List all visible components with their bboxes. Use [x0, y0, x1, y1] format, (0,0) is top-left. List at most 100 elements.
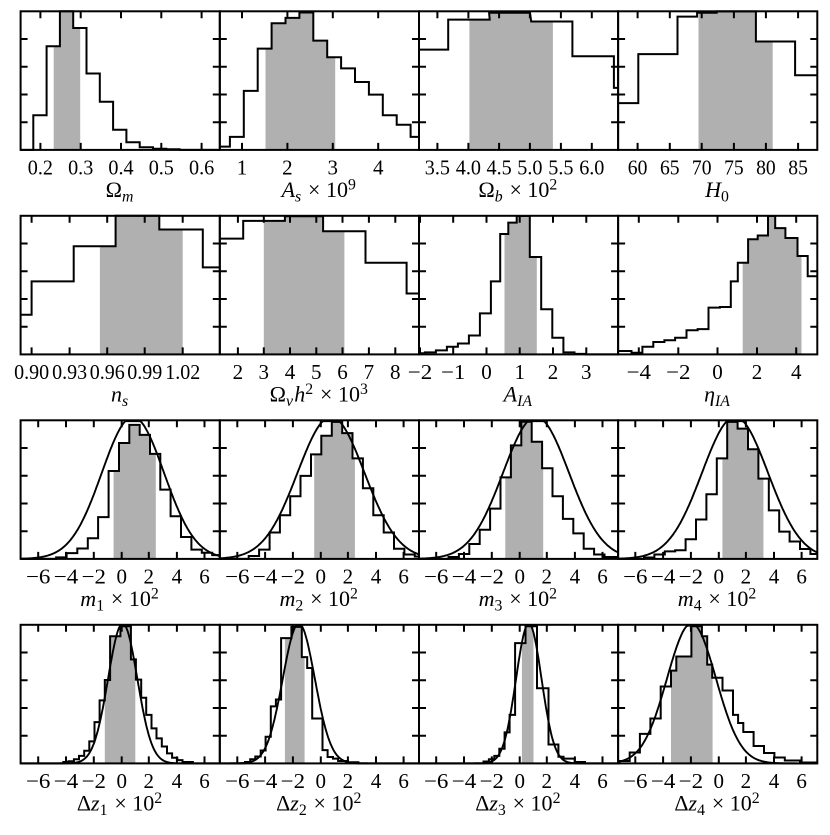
- svg-text:4: 4: [769, 769, 780, 793]
- svg-text:6: 6: [337, 360, 348, 384]
- svg-text:4: 4: [371, 565, 382, 589]
- svg-text:H0: H0: [704, 177, 730, 206]
- svg-text:1: 1: [514, 360, 525, 384]
- svg-text:3: 3: [328, 156, 339, 180]
- svg-text:−6: −6: [623, 565, 647, 589]
- svg-text:−4: −4: [452, 565, 477, 589]
- svg-text:4.0: 4.0: [456, 156, 481, 180]
- svg-text:−2: −2: [281, 769, 305, 793]
- svg-text:2: 2: [282, 156, 293, 180]
- svg-text:0.90: 0.90: [14, 360, 49, 384]
- svg-text:−6: −6: [623, 769, 647, 793]
- svg-text:−4: −4: [54, 769, 79, 793]
- svg-text:70: 70: [692, 156, 712, 180]
- svg-text:4: 4: [285, 360, 296, 384]
- svg-text:Ων h2 × 103: Ων h2 × 103: [270, 381, 370, 410]
- svg-text:−2: −2: [679, 565, 703, 589]
- svg-text:m2 × 102: m2 × 102: [280, 585, 360, 614]
- svg-text:4: 4: [791, 360, 802, 384]
- svg-text:0: 0: [116, 565, 127, 589]
- svg-text:6: 6: [398, 565, 409, 589]
- svg-text:4: 4: [172, 565, 183, 589]
- svg-text:−2: −2: [679, 769, 703, 793]
- svg-text:6: 6: [398, 769, 409, 793]
- svg-text:2: 2: [741, 769, 752, 793]
- svg-text:0.93: 0.93: [52, 360, 87, 384]
- svg-text:0: 0: [514, 565, 525, 589]
- svg-text:2: 2: [343, 565, 354, 589]
- svg-text:−4: −4: [651, 769, 676, 793]
- svg-text:−6: −6: [424, 565, 448, 589]
- svg-text:6: 6: [796, 769, 807, 793]
- svg-text:6: 6: [796, 565, 807, 589]
- svg-text:Δz2 × 102: Δz2 × 102: [276, 790, 363, 819]
- svg-text:5: 5: [311, 360, 322, 384]
- svg-text:2: 2: [741, 565, 752, 589]
- svg-text:4: 4: [769, 565, 780, 589]
- svg-text:6.0: 6.0: [579, 156, 604, 180]
- svg-text:−2: −2: [480, 769, 504, 793]
- svg-text:2: 2: [542, 769, 553, 793]
- svg-text:85: 85: [788, 156, 808, 180]
- svg-text:m4 × 102: m4 × 102: [678, 585, 758, 614]
- svg-text:−4: −4: [452, 769, 477, 793]
- svg-text:4: 4: [570, 769, 581, 793]
- svg-text:−6: −6: [26, 769, 50, 793]
- svg-text:80: 80: [756, 156, 776, 180]
- svg-text:0: 0: [116, 769, 127, 793]
- svg-text:2: 2: [752, 360, 763, 384]
- svg-text:0: 0: [714, 565, 725, 589]
- svg-text:ηIA: ηIA: [704, 381, 731, 410]
- svg-text:−4: −4: [54, 565, 79, 589]
- svg-text:8: 8: [390, 360, 401, 384]
- svg-text:AIA: AIA: [502, 381, 534, 410]
- svg-text:2: 2: [144, 769, 155, 793]
- svg-text:0: 0: [514, 769, 525, 793]
- svg-text:7: 7: [364, 360, 375, 384]
- svg-text:−4: −4: [627, 360, 652, 384]
- svg-text:−2: −2: [82, 565, 106, 589]
- svg-text:0.99: 0.99: [127, 360, 162, 384]
- svg-text:3: 3: [259, 360, 270, 384]
- svg-text:0: 0: [316, 769, 327, 793]
- svg-text:−4: −4: [253, 769, 278, 793]
- svg-text:2: 2: [144, 565, 155, 589]
- svg-text:4: 4: [172, 769, 183, 793]
- svg-text:−6: −6: [225, 769, 249, 793]
- svg-text:5.5: 5.5: [548, 156, 573, 180]
- svg-text:m3 × 102: m3 × 102: [479, 585, 559, 614]
- svg-text:−1: −1: [441, 360, 465, 384]
- svg-text:6: 6: [199, 769, 210, 793]
- svg-text:4.5: 4.5: [487, 156, 512, 180]
- svg-text:60: 60: [628, 156, 648, 180]
- svg-text:−6: −6: [225, 565, 249, 589]
- svg-text:4: 4: [373, 156, 384, 180]
- svg-text:0.5: 0.5: [149, 156, 174, 180]
- svg-text:0.6: 0.6: [189, 156, 214, 180]
- svg-text:0.3: 0.3: [68, 156, 93, 180]
- svg-text:65: 65: [660, 156, 680, 180]
- svg-text:Δz4 × 102: Δz4 × 102: [674, 790, 761, 819]
- svg-text:−2: −2: [480, 565, 504, 589]
- svg-text:3.5: 3.5: [425, 156, 450, 180]
- svg-text:4: 4: [371, 769, 382, 793]
- svg-text:0.2: 0.2: [28, 156, 53, 180]
- svg-text:−2: −2: [408, 360, 432, 384]
- svg-text:As × 109: As × 109: [280, 176, 358, 205]
- svg-text:75: 75: [724, 156, 744, 180]
- svg-text:3: 3: [581, 360, 592, 384]
- svg-text:0.96: 0.96: [90, 360, 125, 384]
- svg-text:2: 2: [343, 769, 354, 793]
- svg-text:−2: −2: [281, 565, 305, 589]
- svg-text:m1 × 102: m1 × 102: [80, 585, 160, 614]
- svg-text:ns: ns: [111, 381, 129, 410]
- svg-text:6: 6: [597, 769, 608, 793]
- svg-text:6: 6: [199, 565, 210, 589]
- svg-text:Ωb × 102: Ωb × 102: [478, 176, 558, 205]
- svg-text:0: 0: [316, 565, 327, 589]
- svg-text:−6: −6: [26, 565, 50, 589]
- svg-text:6: 6: [597, 565, 608, 589]
- svg-text:−4: −4: [651, 565, 676, 589]
- svg-text:5.0: 5.0: [517, 156, 542, 180]
- svg-text:2: 2: [233, 360, 244, 384]
